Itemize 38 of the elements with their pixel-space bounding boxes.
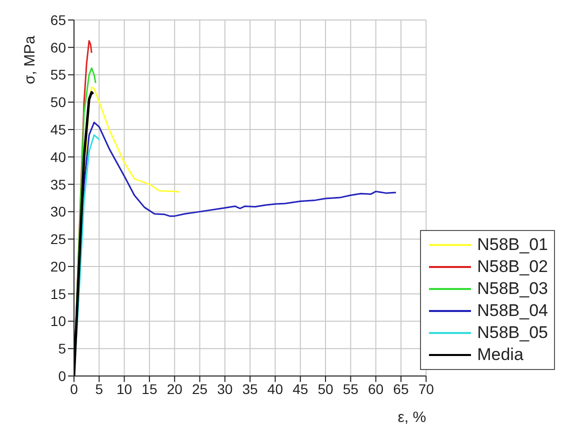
x-tick-label: 5	[95, 380, 104, 397]
legend-label: Media	[477, 345, 524, 365]
y-tick-label: 45	[50, 122, 66, 138]
x-tick-label: 45	[292, 380, 308, 397]
x-tick-label: 10	[116, 380, 132, 397]
y-tick-label: 30	[50, 204, 66, 220]
legend-label: N58B_01	[477, 235, 548, 255]
y-tick-label: 0	[58, 368, 66, 384]
line-series	[74, 91, 94, 376]
y-tick-label: 50	[50, 94, 66, 110]
x-tick-label: 15	[142, 380, 158, 397]
x-tick-label: 50	[318, 380, 334, 397]
legend-label: N58B_02	[477, 257, 548, 277]
legend-label: N58B_03	[477, 279, 548, 299]
x-tick-label: 30	[217, 380, 233, 397]
y-tick-label: 5	[58, 340, 66, 357]
x-tick-label: 40	[267, 380, 284, 397]
x-tick-label: 35	[242, 380, 258, 397]
x-tick-label: 60	[368, 380, 384, 397]
x-tick-label: 70	[418, 380, 434, 397]
y-tick-label: 10	[50, 313, 66, 330]
x-tick-label: 65	[393, 380, 409, 397]
y-tick-label: 55	[50, 66, 66, 83]
legend-label: N58B_04	[477, 301, 548, 321]
y-tick-label: 20	[50, 258, 66, 274]
y-tick-label: 35	[50, 176, 66, 192]
y-tick-label: 25	[50, 231, 66, 248]
y-tick-label: 15	[50, 286, 66, 302]
x-tick-label: 25	[192, 380, 208, 397]
x-tick-label: 20	[166, 380, 183, 397]
legend-label: N58B_05	[477, 323, 548, 343]
x-tick-label: 55	[342, 380, 359, 397]
y-tick-label: 60	[50, 39, 66, 56]
y-tick-label: 40	[50, 148, 66, 165]
x-axis-title: ε, %	[398, 409, 426, 426]
y-axis-title: σ, MPa	[22, 35, 39, 84]
y-tick-label: 65	[50, 12, 66, 28]
x-tick-label: 0	[70, 380, 78, 397]
